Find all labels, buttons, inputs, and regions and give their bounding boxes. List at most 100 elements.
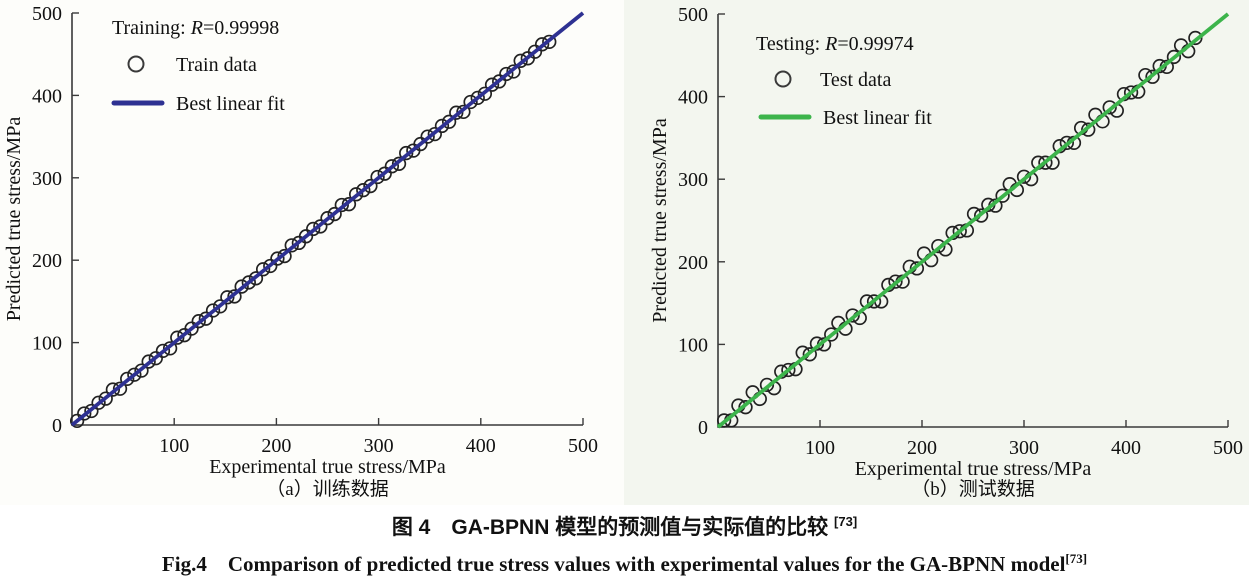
data-point	[477, 86, 493, 101]
data-point	[184, 321, 199, 336]
best-fit-line	[716, 12, 1230, 429]
data-point	[141, 354, 156, 369]
x-tick-label: 400	[1111, 437, 1141, 459]
y-tick-label: 0	[698, 417, 708, 439]
data-point	[456, 104, 471, 120]
data-point	[127, 367, 142, 382]
legend-marker-icon	[127, 55, 145, 73]
data-point	[391, 156, 407, 171]
testing-scatter-plot: 0 100 200 300 400 500 100 200 300 400 500 Testing: …	[649, 4, 1243, 480]
figure-caption-zh-ref: [73]	[834, 514, 858, 529]
data-point	[506, 64, 521, 79]
y-tick-label: 100	[678, 334, 708, 356]
figure-caption-en-text: Fig.4 Comparison of predicted true stres…	[161, 552, 1066, 576]
x-tick-label: 100	[159, 435, 189, 457]
figure-caption-en: Fig.4 Comparison of predicted true stres…	[0, 548, 1249, 578]
legend-data-label: Train data	[176, 54, 257, 76]
legend-fit-label: Best linear fit	[176, 93, 285, 115]
data-point	[320, 211, 335, 226]
data-point	[909, 261, 925, 276]
data-point	[148, 351, 163, 366]
legend-marker-icon	[774, 70, 792, 88]
data-point	[952, 224, 967, 239]
data-point	[255, 262, 271, 277]
data-point	[120, 371, 135, 387]
x-tick-label: 300	[364, 435, 394, 457]
data-point	[824, 327, 839, 342]
data-point	[1059, 135, 1074, 151]
data-point	[845, 308, 860, 323]
data-point	[1188, 30, 1203, 46]
data-point	[91, 395, 106, 410]
figure-caption-zh: 图 4 GA-BPNN 模型的预测值与实际值的比较 [73]	[0, 511, 1249, 541]
data-point	[227, 289, 242, 304]
data-point	[1123, 85, 1139, 100]
data-point	[327, 206, 342, 222]
subcaption-a: （a）训练数据	[266, 479, 389, 500]
data-point	[1166, 49, 1182, 65]
data-point	[802, 347, 817, 362]
y-tick-label: 500	[32, 3, 62, 25]
figure-caption-zh-text: 图 4 GA-BPNN 模型的预测值与实际值的比较	[391, 516, 835, 539]
subcaption-b: （b）测试数据	[911, 479, 1035, 500]
legend-title: Training: R=0.99998	[112, 17, 279, 39]
data-point	[399, 145, 414, 161]
x-tick-label: 400	[466, 435, 496, 457]
figure-caption-en-ref: [73]	[1065, 551, 1088, 566]
data-point	[434, 118, 450, 134]
data-point	[241, 275, 256, 290]
data-point	[377, 166, 392, 181]
y-tick-label: 0	[52, 415, 62, 437]
data-point	[1016, 169, 1032, 184]
data-point	[413, 136, 428, 152]
data-point	[1102, 100, 1117, 115]
data-point	[492, 74, 507, 89]
data-point	[341, 197, 357, 212]
scatter-points	[69, 34, 557, 429]
x-tick-label: 200	[907, 437, 937, 459]
data-point	[105, 382, 121, 397]
data-point	[527, 44, 543, 59]
data-point	[441, 114, 457, 129]
x-tick-label: 500	[1213, 437, 1243, 459]
x-axis-label: Experimental true stress/MPa	[209, 456, 446, 478]
data-point	[348, 187, 364, 202]
data-point	[888, 274, 903, 289]
data-point	[1145, 69, 1160, 84]
data-point	[263, 258, 278, 274]
data-point	[470, 90, 485, 106]
data-point	[134, 363, 149, 378]
x-tick-label: 300	[1009, 437, 1039, 459]
best-fit-line	[70, 11, 585, 427]
data-point	[98, 391, 113, 406]
data-point	[781, 362, 796, 378]
data-point	[205, 303, 221, 318]
data-point	[220, 290, 235, 305]
data-point	[191, 314, 206, 329]
data-point	[198, 311, 214, 326]
y-tick-label: 400	[32, 85, 62, 107]
x-tick-label: 100	[805, 437, 835, 459]
data-point	[1038, 155, 1053, 170]
data-point	[277, 248, 292, 264]
data-point	[298, 229, 314, 244]
data-point	[542, 34, 557, 49]
data-point	[77, 406, 92, 421]
data-point	[534, 37, 550, 52]
y-tick-label: 500	[678, 4, 708, 26]
data-point	[499, 66, 514, 82]
data-point	[112, 381, 128, 396]
data-point	[449, 105, 464, 120]
x-axis-label: Experimental true stress/MPa	[855, 458, 1092, 480]
legend-fit-label: Best linear fit	[823, 107, 932, 129]
data-point	[306, 221, 321, 237]
y-tick-label: 200	[32, 250, 62, 272]
data-point	[234, 279, 249, 294]
training-scatter-plot: 0 100 200 300 400 500 100 200 300 400 500 Training:…	[3, 3, 598, 478]
data-point	[738, 400, 753, 415]
data-point	[1081, 122, 1096, 137]
data-point	[356, 183, 371, 198]
y-axis-label: Predicted true stress/MPa	[3, 117, 25, 322]
data-point	[248, 271, 264, 286]
data-point	[974, 208, 989, 223]
